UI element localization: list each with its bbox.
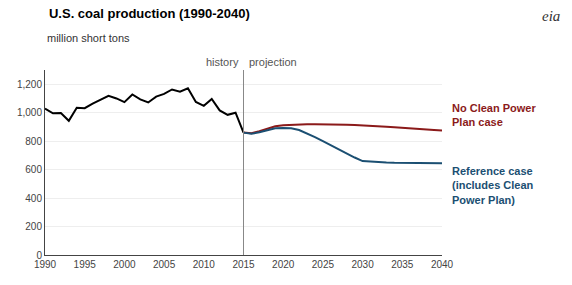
svg-text:2040: 2040: [431, 259, 454, 270]
svg-text:2035: 2035: [391, 259, 414, 270]
svg-text:2025: 2025: [312, 259, 335, 270]
svg-text:million short tons: million short tons: [47, 32, 130, 44]
svg-text:1995: 1995: [74, 259, 97, 270]
svg-text:eia: eia: [542, 8, 560, 24]
svg-text:400: 400: [25, 193, 42, 204]
svg-text:1,000: 1,000: [17, 107, 42, 118]
svg-text:No Clean PowerPlan case: No Clean PowerPlan case: [452, 102, 536, 128]
svg-text:1,200: 1,200: [17, 79, 42, 90]
svg-text:2005: 2005: [153, 259, 176, 270]
svg-text:2020: 2020: [272, 259, 295, 270]
svg-text:Reference case(includes CleanP: Reference case(includes CleanPower Plan): [452, 165, 534, 206]
svg-text:2000: 2000: [113, 259, 136, 270]
svg-text:history: history: [206, 56, 239, 68]
svg-text:0: 0: [36, 250, 42, 261]
svg-text:2010: 2010: [193, 259, 216, 270]
svg-text:200: 200: [25, 221, 42, 232]
svg-text:U.S. coal production (1990-204: U.S. coal production (1990-2040): [49, 6, 250, 21]
svg-text:2030: 2030: [351, 259, 374, 270]
svg-text:projection: projection: [249, 56, 297, 68]
svg-text:600: 600: [25, 164, 42, 175]
svg-text:2015: 2015: [232, 259, 255, 270]
svg-text:1990: 1990: [34, 259, 57, 270]
svg-text:800: 800: [25, 136, 42, 147]
